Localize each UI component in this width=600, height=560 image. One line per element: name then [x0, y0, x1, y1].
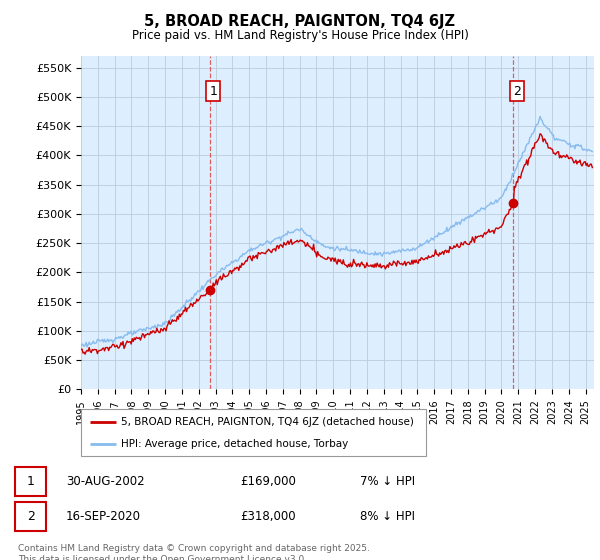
Text: £169,000: £169,000 [240, 475, 296, 488]
Text: 2: 2 [513, 85, 521, 97]
Text: Price paid vs. HM Land Registry's House Price Index (HPI): Price paid vs. HM Land Registry's House … [131, 29, 469, 42]
Text: 2: 2 [26, 510, 35, 524]
Text: 5, BROAD REACH, PAIGNTON, TQ4 6JZ: 5, BROAD REACH, PAIGNTON, TQ4 6JZ [145, 14, 455, 29]
Text: £318,000: £318,000 [240, 510, 296, 524]
Text: 5, BROAD REACH, PAIGNTON, TQ4 6JZ (detached house): 5, BROAD REACH, PAIGNTON, TQ4 6JZ (detac… [121, 417, 413, 427]
Text: 16-SEP-2020: 16-SEP-2020 [66, 510, 141, 524]
Text: 30-AUG-2002: 30-AUG-2002 [66, 475, 145, 488]
Text: Contains HM Land Registry data © Crown copyright and database right 2025.
This d: Contains HM Land Registry data © Crown c… [18, 544, 370, 560]
Text: HPI: Average price, detached house, Torbay: HPI: Average price, detached house, Torb… [121, 438, 348, 449]
Text: 7% ↓ HPI: 7% ↓ HPI [360, 475, 415, 488]
Text: 1: 1 [209, 85, 217, 97]
Text: 1: 1 [26, 475, 35, 488]
FancyBboxPatch shape [81, 409, 426, 456]
Text: 8% ↓ HPI: 8% ↓ HPI [360, 510, 415, 524]
